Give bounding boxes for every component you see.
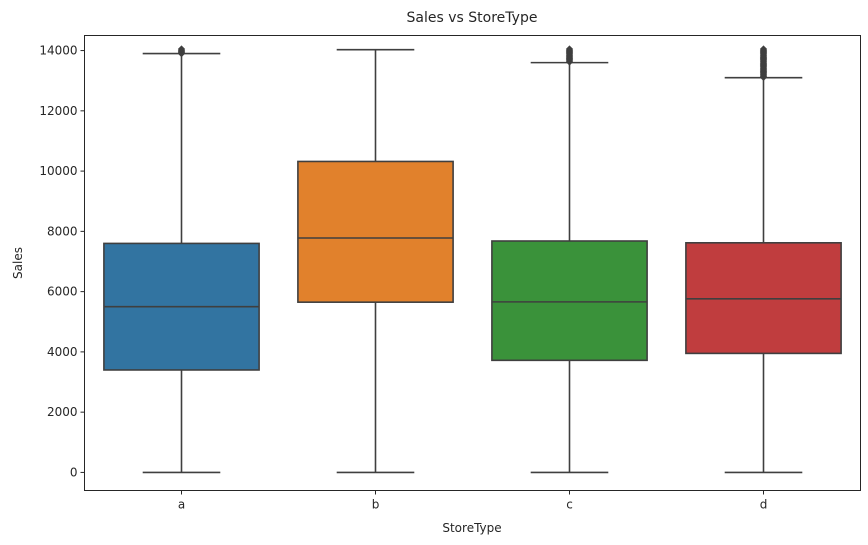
y-tick-label: 10000 [39,164,77,178]
x-tick-label: c [566,498,573,512]
x-tick-label: d [760,498,768,512]
x-tick-label: b [372,498,380,512]
box-d [685,45,842,474]
y-tick-label: 0 [70,465,78,479]
box-a [103,45,260,474]
chart-title: Sales vs StoreType [407,10,538,26]
x-axis: a b c d [178,490,768,512]
box-b [297,48,454,474]
y-tick-label: 14000 [39,44,77,58]
x-axis-label: StoreType [442,521,501,535]
outlier-point [565,45,574,53]
x-tick-label: a [178,498,185,512]
boxes-group [103,45,842,474]
outlier-point [759,45,768,53]
y-tick-label: 4000 [47,345,78,359]
outlier-point [177,45,186,53]
iqr-box [297,160,454,303]
y-tick-label: 2000 [47,405,78,419]
y-tick-label: 6000 [47,285,78,299]
plot-frame [84,35,861,491]
iqr-box [491,240,648,362]
y-axis: 0 2000 4000 6000 8000 10000 12000 14000 [39,44,85,479]
y-tick-label: 12000 [39,104,77,118]
y-tick-label: 8000 [47,224,78,238]
y-axis-label: Sales [11,247,25,279]
box-c [491,45,648,474]
